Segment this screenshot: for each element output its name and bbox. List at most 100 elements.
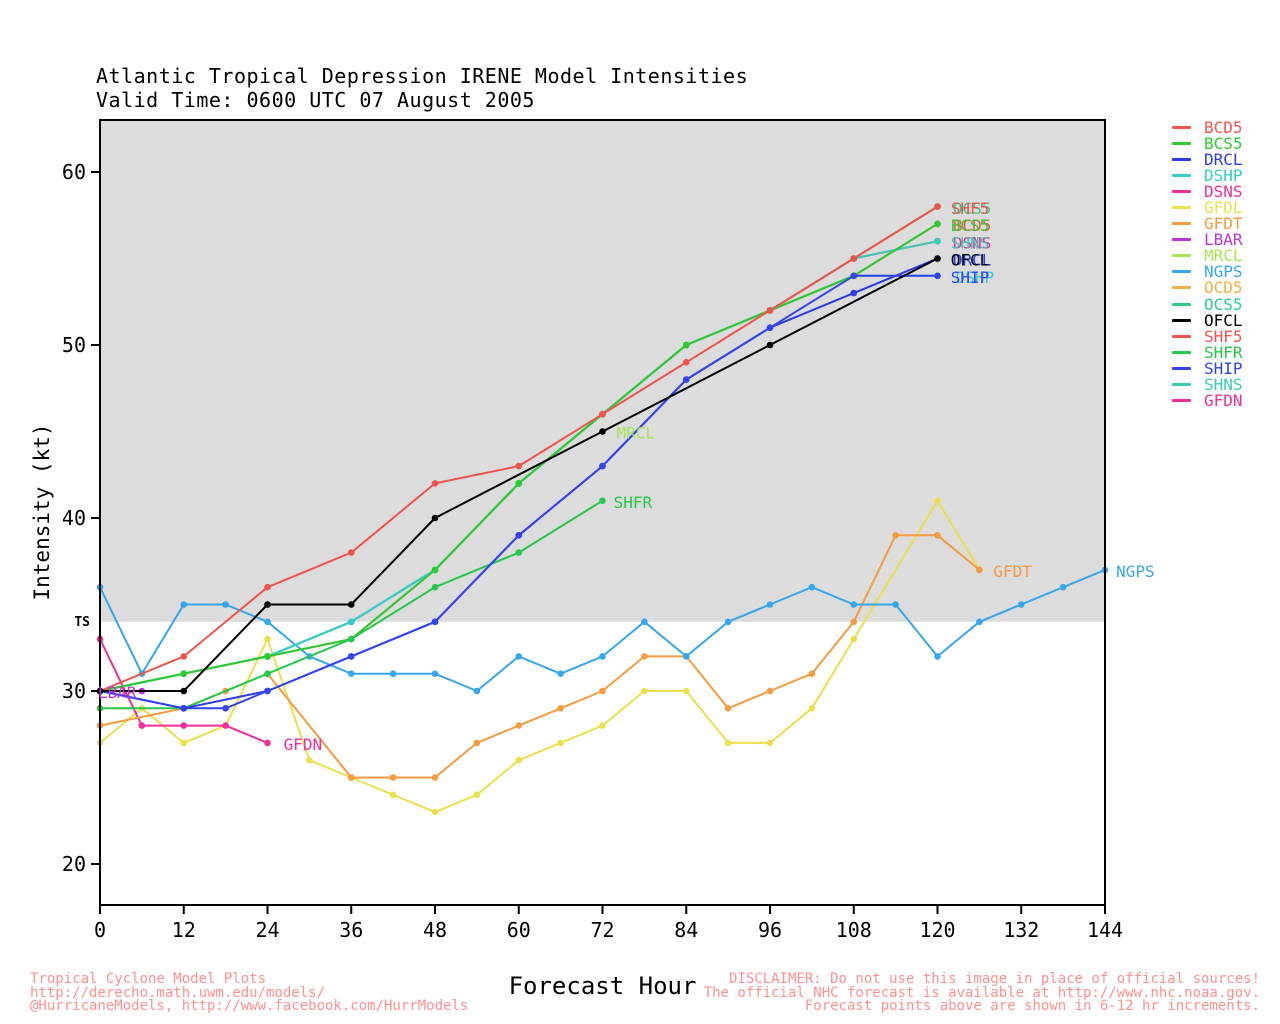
- data-point-GFDT: [557, 705, 564, 712]
- legend-entry-ofcl: OFCL: [1172, 311, 1243, 330]
- line-label-gfdt: GFDT: [993, 562, 1032, 581]
- line-label-shfr: SHFR: [614, 493, 653, 512]
- legend-entry-mrcl: MRCL: [1172, 246, 1243, 266]
- legend-label: DSHP: [1204, 165, 1243, 185]
- model-legend: BCD5 BCS5 DRCL DSHP DSNS GFDL GFDT LBAR MRCL NGPS…: [1172, 117, 1243, 410]
- data-point-GFDT: [934, 532, 941, 539]
- data-point-OFCL: [599, 428, 606, 435]
- data-point-SHIP: [431, 618, 439, 626]
- data-point-SHF5: [934, 203, 941, 210]
- legend-label: GFDL: [1204, 198, 1243, 218]
- data-point-NGPS: [264, 618, 271, 626]
- data-point-GFDL: [557, 739, 564, 747]
- line-label-gfdn: GFDN: [284, 735, 323, 754]
- x-tick-label: 72: [590, 918, 614, 942]
- x-tick-label: 96: [758, 918, 782, 942]
- data-point-NGPS: [347, 670, 355, 677]
- legend-entry-shfr: SHFR: [1172, 343, 1243, 362]
- y-tick-label: 60: [62, 160, 86, 184]
- data-point-GFDN: [138, 722, 146, 729]
- data-point-GFDL: [515, 756, 523, 764]
- data-point-GFDL: [934, 497, 941, 505]
- legend-entry-ocs5: OCS5: [1172, 294, 1243, 314]
- data-point-GFDL: [431, 808, 439, 816]
- legend-label: OCD5: [1204, 278, 1243, 298]
- data-point-SHIP: [347, 653, 355, 660]
- legend-dash-icon: [1172, 125, 1191, 129]
- legend-dash-icon: [1172, 173, 1191, 177]
- line-label-ofcl: OFCL: [951, 251, 990, 270]
- data-point-SHF5: [264, 583, 271, 591]
- legend-entry-dsns: DSNS: [1172, 181, 1243, 201]
- legend-dash-icon: [1172, 334, 1191, 338]
- data-point-GFDT: [892, 532, 899, 539]
- legend-dash-icon: [1172, 366, 1191, 370]
- data-point-GFDT: [808, 670, 816, 677]
- x-tick-label: 120: [919, 918, 955, 942]
- data-point-GFDT: [850, 618, 858, 626]
- series-OFCL: [96, 255, 941, 695]
- x-tick-label: 84: [674, 918, 698, 942]
- x-tick-label: 108: [836, 918, 872, 942]
- data-point-GFDL: [850, 635, 858, 643]
- y-tick-label: 50: [62, 333, 86, 357]
- data-point-SHFR: [264, 670, 271, 677]
- legend-dash-icon: [1172, 399, 1191, 403]
- y-axis-label: Intensity (kt): [30, 423, 54, 601]
- legend-dash-icon: [1172, 254, 1191, 258]
- legend-label: OCS5: [1204, 294, 1243, 314]
- data-point-NGPS: [431, 670, 439, 677]
- data-point-GFDT: [515, 722, 523, 729]
- legend-entry-ship: SHIP: [1172, 359, 1243, 378]
- legend-label: MRCL: [1204, 246, 1243, 266]
- data-point-GFDT: [641, 653, 648, 660]
- disclaimer-line-2: The official NHC forecast is available a…: [703, 984, 1260, 1001]
- legend-entry-dshp: DSHP: [1172, 165, 1243, 185]
- data-point-GFDN: [222, 722, 229, 729]
- data-point-GFDN: [180, 722, 188, 729]
- legend-dash-icon: [1172, 270, 1191, 274]
- line-label-bcs5: BCS5: [951, 216, 990, 235]
- data-point-SHFR: [347, 635, 355, 643]
- data-point-SHFR: [431, 583, 439, 591]
- x-axis-label: Forecast Hour: [508, 972, 697, 1000]
- credit-line-3: @HurricaneModels, http://www.facebook.co…: [30, 998, 469, 1014]
- data-point-SHF5: [599, 410, 606, 418]
- legend-label: BCD5: [1204, 117, 1243, 137]
- legend-dash-icon: [1172, 350, 1191, 354]
- line-label-drcl: DRCL: [953, 251, 992, 270]
- data-point-OFCL: [347, 601, 355, 608]
- data-point-NGPS: [389, 670, 397, 677]
- data-point-BCS5: [180, 670, 188, 677]
- legend-dash-icon: [1172, 189, 1191, 193]
- data-point-GFDL: [389, 791, 397, 799]
- disclaimer-line-1: DISCLAIMER: Do not use this image in pla…: [728, 971, 1260, 987]
- data-point-SHIP: [180, 705, 188, 712]
- ts-threshold-label: TS: [74, 615, 90, 630]
- data-point-GFDT: [389, 774, 397, 781]
- data-point-DRCL: [850, 289, 858, 297]
- legend-dash-icon: [1172, 302, 1191, 306]
- disclaimer-line-3: Forecast points above are shown in 6-12 …: [804, 998, 1260, 1014]
- legend-entry-ocd5: OCD5: [1172, 278, 1243, 298]
- data-point-OFCL: [766, 341, 774, 349]
- chart-title-line1: Atlantic Tropical Depression IRENE Model…: [96, 64, 749, 88]
- legend-dash-icon: [1172, 222, 1191, 226]
- data-point-SHF5: [431, 480, 439, 487]
- legend-label: DSNS: [1204, 181, 1243, 201]
- data-point-BCS5: [934, 220, 941, 228]
- y-tick-label: 30: [62, 679, 86, 703]
- data-point-NGPS: [1017, 601, 1025, 608]
- y-tick-label: 20: [62, 852, 86, 876]
- data-point-GFDL: [641, 687, 648, 695]
- data-point-GFDL: [264, 635, 271, 643]
- data-point-SHF5: [515, 462, 523, 470]
- data-point-NGPS: [934, 653, 941, 660]
- data-point-OFCL: [264, 601, 271, 608]
- data-point-NGPS: [724, 618, 732, 626]
- data-point-NGPS: [766, 601, 774, 608]
- series-NGPS: [96, 566, 1109, 695]
- data-point-NGPS: [180, 601, 188, 608]
- legend-label: SHF5: [1204, 326, 1243, 346]
